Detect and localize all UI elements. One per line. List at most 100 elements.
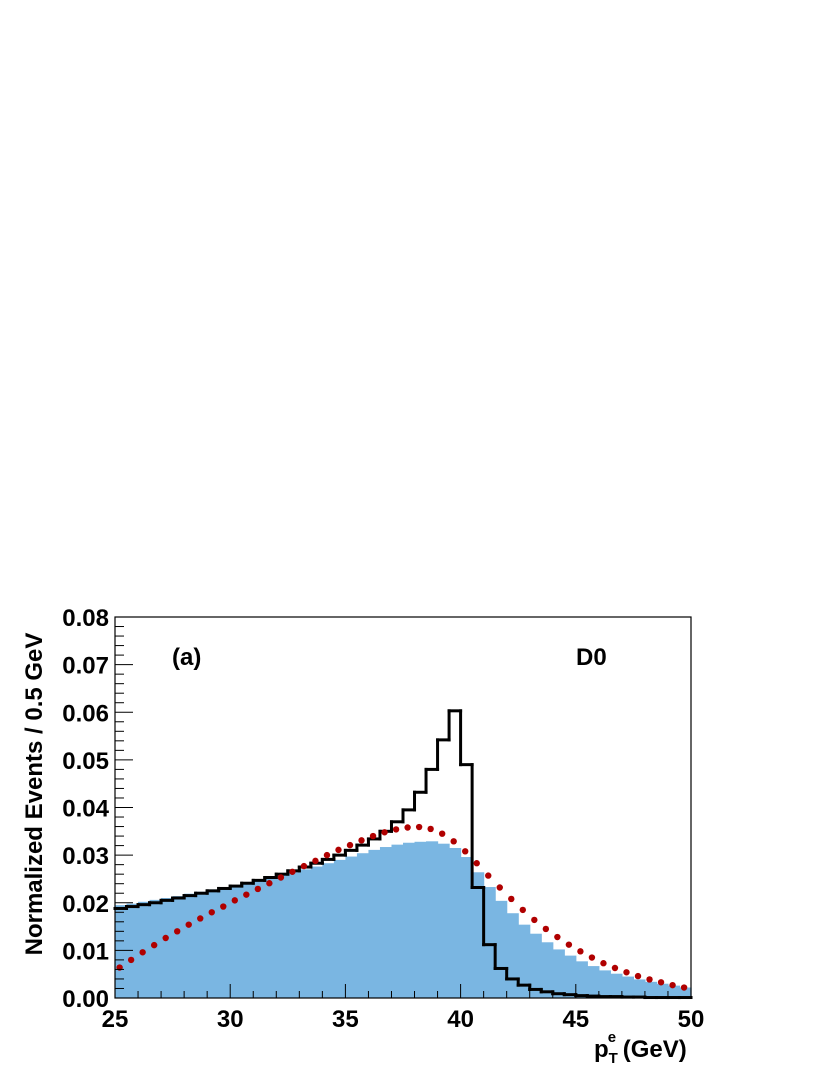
filled-bin (356, 853, 370, 998)
filled-bin (656, 983, 669, 998)
curve-point (519, 906, 527, 914)
filled-bin (495, 900, 508, 998)
curve-point (600, 960, 607, 967)
x-tick-label: 30 (217, 1006, 244, 1033)
curve-point (427, 825, 434, 833)
x-axis-title-unit: (GeV) (616, 1036, 687, 1063)
curve-point (220, 903, 227, 910)
y-tick-label: 0.00 (62, 986, 109, 1013)
curve-point (323, 851, 331, 859)
curve-point (231, 897, 239, 904)
filled-bin (575, 961, 588, 998)
filled-bin (230, 885, 243, 998)
y-axis-title: Normalized Events / 0.5 GeV (21, 633, 48, 956)
filled-bin (621, 976, 634, 998)
y-tick-label: 0.03 (62, 843, 109, 870)
curve-point (266, 880, 273, 887)
y-tick-label: 0.04 (62, 796, 109, 823)
curve-point (438, 830, 446, 837)
curve-point (162, 934, 169, 942)
x-axis-title-sup: e (608, 1029, 616, 1046)
filled-bin (184, 893, 197, 998)
filled-bin (333, 859, 346, 998)
curve-point (623, 969, 630, 976)
filled-bin (391, 844, 404, 998)
curve-point (462, 848, 469, 855)
filled-bin (287, 872, 300, 998)
x-tick-label: 25 (102, 1006, 129, 1033)
filled-bin (195, 891, 208, 998)
curve-point (392, 826, 400, 833)
x-tick-label: 40 (447, 1006, 474, 1033)
dotted-curve-series (116, 823, 688, 991)
filled-bin (253, 880, 266, 998)
curve-point (243, 891, 250, 898)
y-tick-label: 0.07 (62, 653, 109, 680)
curve-point (669, 981, 676, 989)
filled-bin (679, 987, 692, 998)
experiment-label: D0 (576, 644, 607, 671)
y-tick-label: 0.02 (62, 891, 109, 918)
curve-point (404, 824, 411, 831)
curve-point (150, 941, 158, 949)
x-tick-label: 50 (678, 1006, 705, 1033)
filled-bin (506, 913, 519, 998)
curve-point (415, 823, 423, 831)
filled-bin (299, 869, 312, 998)
filled-bin (310, 866, 323, 998)
filled-bin (345, 856, 358, 998)
curve-point (565, 941, 573, 948)
curve-point (127, 956, 135, 964)
curve-point (634, 972, 642, 980)
curve-point (588, 954, 596, 961)
filled-bin (449, 847, 462, 998)
curve-point (680, 984, 688, 991)
filled-bin (541, 942, 554, 998)
curve-point (369, 832, 377, 840)
curve-point (542, 925, 550, 933)
filled-bin (368, 849, 381, 998)
axes (114, 616, 692, 999)
curve-point (277, 874, 285, 881)
curve-point (496, 884, 503, 891)
x-axis-title: pTe (GeV) (594, 1029, 687, 1067)
filled-bin (322, 863, 335, 998)
filled-bin (218, 887, 231, 998)
x-axis-title-main: p (594, 1036, 609, 1063)
filled-bin (667, 985, 681, 998)
filled-bin (472, 872, 485, 998)
filled-bin (564, 955, 577, 998)
filled-bin (460, 857, 473, 998)
y-tick-label: 0.06 (62, 700, 109, 727)
filled-bin (483, 887, 496, 998)
filled-bin (610, 973, 623, 998)
curve-point (208, 909, 215, 916)
curve-point (381, 829, 388, 836)
filled-bin (437, 843, 450, 998)
curve-point (646, 976, 653, 983)
tick-labels: 0.00 0.01 0.02 0.03 0.04 0.05 0.06 0.07 0.08 25 30… (62, 605, 704, 1033)
filled-histogram-series (115, 841, 692, 998)
curve-point (312, 857, 319, 865)
filled-bin (644, 981, 658, 998)
curve-point (657, 979, 665, 986)
curve-point (346, 841, 354, 849)
filled-bin (115, 905, 128, 998)
filled-bin (241, 882, 254, 998)
panel-label: (a) (172, 644, 201, 671)
y-tick-label: 0.05 (62, 748, 109, 775)
curve-point (185, 921, 192, 928)
curve-point (473, 860, 480, 867)
curve-point (300, 862, 308, 870)
curve-point (531, 916, 538, 924)
curve-point (358, 837, 365, 844)
curve-point (611, 964, 619, 972)
filled-bin (529, 933, 542, 998)
curve-point (254, 885, 262, 893)
curve-point (554, 933, 561, 941)
y-tick-label: 0.08 (62, 605, 109, 632)
x-tick-label: 45 (562, 1006, 589, 1033)
curve-point (197, 915, 204, 922)
filled-bin (172, 896, 185, 998)
